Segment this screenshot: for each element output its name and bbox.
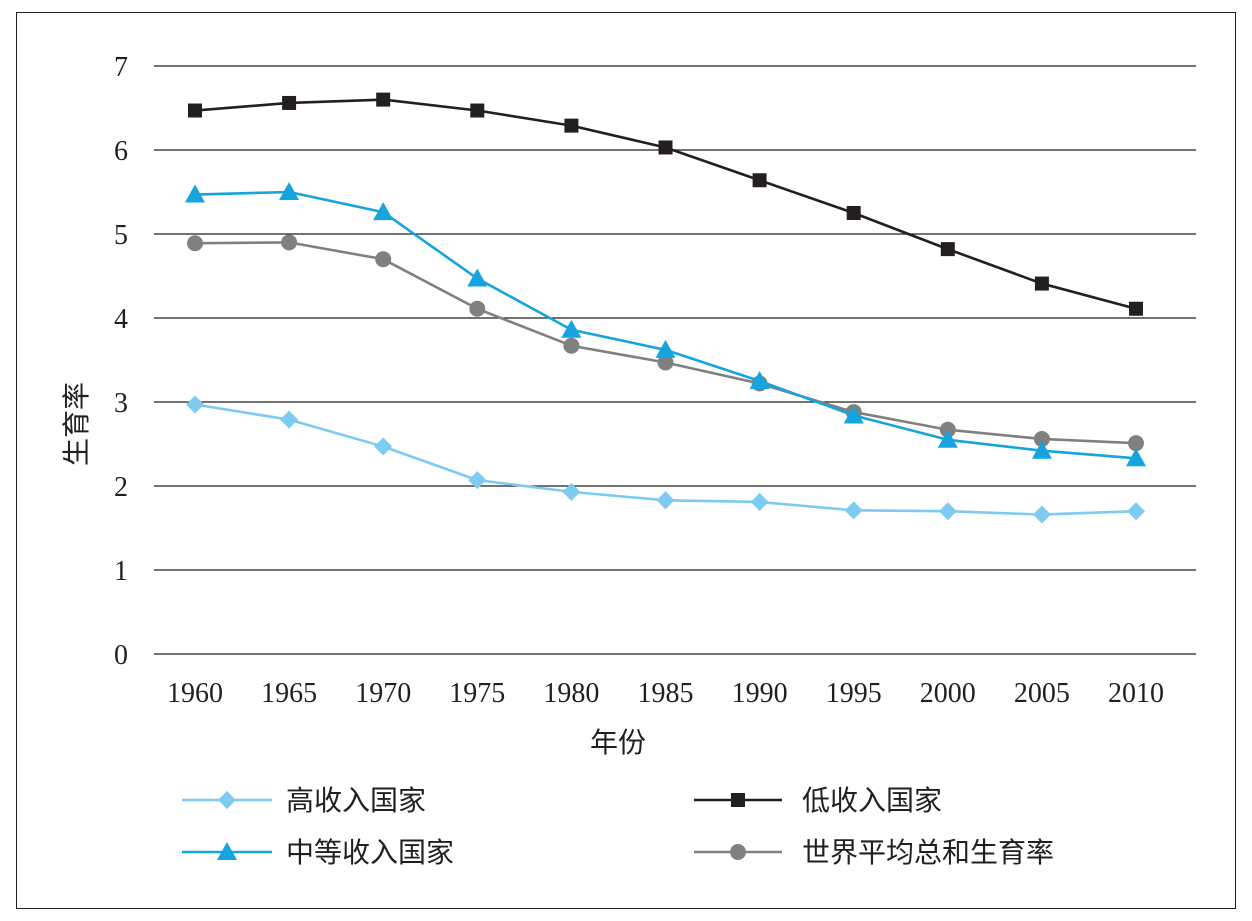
data-point bbox=[846, 206, 861, 220]
data-point bbox=[281, 234, 298, 251]
legend-item: 高收入国家 bbox=[182, 784, 426, 817]
data-point bbox=[1128, 435, 1144, 452]
series-group bbox=[185, 92, 1146, 524]
data-point bbox=[186, 395, 204, 414]
data-point bbox=[657, 354, 674, 371]
data-point bbox=[750, 492, 769, 511]
y-tick-label: 4 bbox=[114, 304, 128, 335]
data-point bbox=[470, 103, 485, 118]
data-point bbox=[939, 421, 956, 438]
legend-marker bbox=[217, 842, 237, 860]
data-point bbox=[188, 103, 202, 118]
x-tick-label: 1990 bbox=[732, 678, 788, 709]
data-point bbox=[749, 371, 770, 389]
data-point bbox=[937, 429, 958, 448]
x-tick-label: 2010 bbox=[1108, 678, 1164, 709]
legend-marker bbox=[218, 791, 236, 809]
data-point bbox=[1031, 440, 1052, 459]
data-point bbox=[374, 437, 393, 456]
data-point bbox=[468, 471, 487, 490]
x-tick-label: 2005 bbox=[1014, 678, 1070, 709]
data-point bbox=[938, 502, 957, 521]
x-tick-label: 1960 bbox=[167, 678, 223, 709]
series-0 bbox=[186, 395, 1145, 524]
legend-marker bbox=[731, 793, 745, 807]
data-point bbox=[940, 242, 955, 257]
data-point bbox=[1126, 448, 1146, 467]
data-point bbox=[375, 251, 392, 268]
data-point bbox=[843, 405, 864, 424]
y-axis-title: 生育率 bbox=[60, 382, 93, 466]
series-1 bbox=[188, 92, 1143, 316]
chart-frame bbox=[16, 12, 1236, 909]
legend-item: 低收入国家 bbox=[694, 784, 942, 817]
data-point bbox=[1129, 301, 1143, 316]
data-point bbox=[376, 92, 391, 107]
y-tick-label: 2 bbox=[114, 472, 128, 503]
data-point bbox=[280, 410, 299, 429]
y-tick-label: 6 bbox=[114, 136, 128, 167]
data-point bbox=[187, 235, 203, 252]
data-point bbox=[279, 182, 300, 200]
x-tick-label: 2000 bbox=[920, 678, 976, 709]
data-point bbox=[563, 337, 580, 354]
data-point bbox=[564, 118, 579, 133]
legend-label: 中等收入国家 bbox=[286, 836, 454, 869]
series-3 bbox=[187, 234, 1144, 452]
legend-marker bbox=[730, 844, 746, 860]
data-point bbox=[185, 184, 205, 203]
series-line bbox=[194, 98, 1137, 311]
legend-label: 低收入国家 bbox=[802, 784, 942, 817]
y-tick-label: 5 bbox=[114, 220, 128, 251]
gridlines bbox=[154, 65, 1196, 655]
data-point bbox=[752, 173, 767, 188]
data-point bbox=[1127, 502, 1145, 521]
legend-label: 高收入国家 bbox=[286, 784, 426, 817]
data-point bbox=[658, 140, 673, 155]
legend-label: 世界平均总和生育率 bbox=[802, 836, 1054, 869]
y-tick-label: 0 bbox=[114, 640, 128, 671]
data-point bbox=[1032, 505, 1051, 524]
data-point bbox=[655, 339, 676, 358]
x-tick-label: 1965 bbox=[261, 678, 317, 709]
data-point bbox=[656, 491, 675, 510]
x-tick-label: 1995 bbox=[826, 678, 882, 709]
series-line bbox=[194, 190, 1137, 460]
y-tick-label: 7 bbox=[114, 52, 128, 83]
legend-item: 世界平均总和生育率 bbox=[694, 836, 1054, 869]
data-point bbox=[562, 482, 581, 501]
data-point bbox=[1034, 276, 1049, 291]
x-tick-label: 1985 bbox=[638, 678, 694, 709]
x-axis-title: 年份 bbox=[590, 726, 646, 759]
x-tick-label: 1975 bbox=[449, 678, 505, 709]
x-tick-label: 1980 bbox=[543, 678, 599, 709]
y-tick-label: 1 bbox=[114, 556, 128, 587]
data-point bbox=[1033, 430, 1050, 447]
legend-item: 中等收入国家 bbox=[182, 836, 454, 869]
series-2 bbox=[185, 182, 1146, 467]
data-point bbox=[469, 300, 486, 317]
y-tick-label: 3 bbox=[114, 388, 128, 419]
x-tick-labels: 1960 1965 1970 1975 1980 1985 1990 1995 2000 2005… bbox=[167, 678, 1164, 709]
x-tick-label: 1970 bbox=[355, 678, 411, 709]
data-point bbox=[467, 268, 488, 287]
data-point bbox=[561, 319, 582, 338]
data-point bbox=[373, 202, 394, 221]
data-point bbox=[282, 95, 297, 110]
y-tick-labels: 0 1 2 3 4 5 6 7 bbox=[114, 52, 128, 671]
data-point bbox=[844, 501, 863, 520]
